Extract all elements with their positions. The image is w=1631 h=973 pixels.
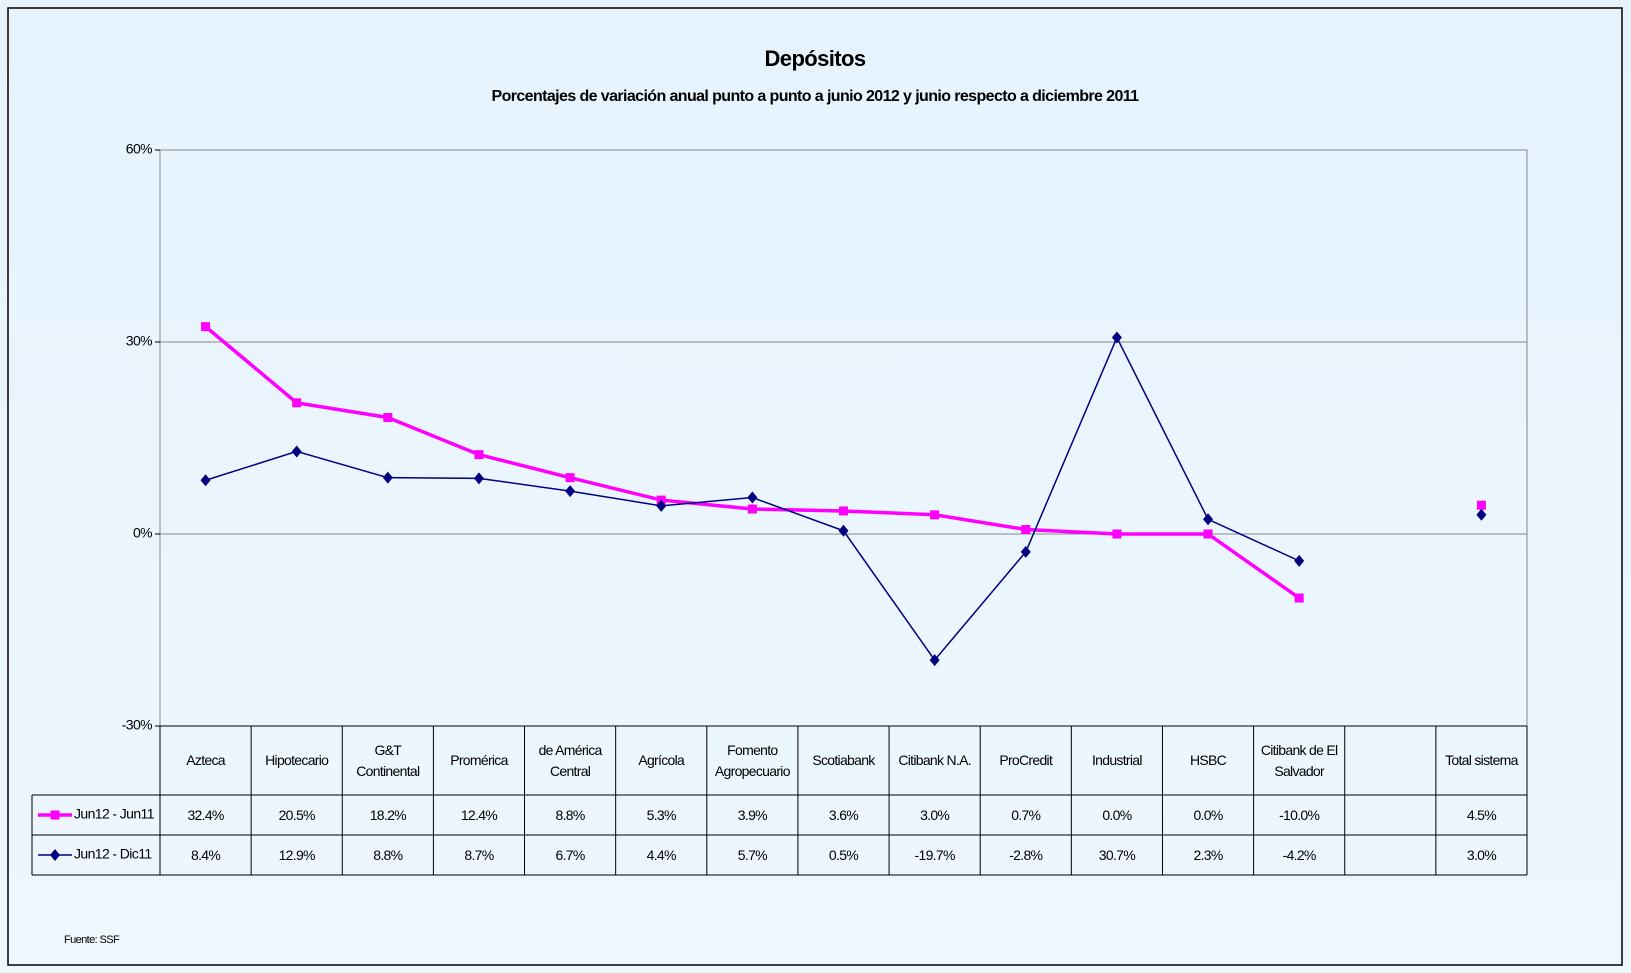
category-label: Citibank N.A. [898,752,971,769]
y-tick-label: 0% [133,525,152,541]
category-label: de América Central [538,742,603,779]
value-label: 2.3% [1193,846,1223,863]
marker [929,654,940,667]
chart-title: Depósitos [765,46,866,71]
value-label: 18.2% [369,806,407,823]
value-label: 8.7% [464,846,494,863]
marker [50,810,60,820]
marker [1021,525,1031,535]
marker [1476,508,1487,521]
value-label: 20.5% [278,806,316,823]
value-label: -4.2% [1282,846,1317,863]
marker [382,471,393,484]
category-label: HSBC [1189,752,1227,769]
value-label: 12.9% [278,846,316,863]
value-label: 3.0% [920,806,950,823]
marker [201,322,211,332]
value-label: 8.8% [555,806,586,823]
marker [839,506,848,516]
marker [747,491,758,504]
category-label: Hipotecario [265,752,329,769]
marker [838,524,849,537]
marker [565,473,575,483]
marker [292,398,302,408]
category-label: ProCredit [999,752,1053,769]
marker [1294,593,1304,603]
category-label: Agrícola [638,752,685,769]
value-label: 30.7% [1098,846,1136,863]
marker [291,445,302,458]
category-label: Citibank de El Salvador [1260,742,1338,779]
marker [1111,331,1122,344]
marker [747,504,757,514]
value-label: 4.5% [1466,806,1497,823]
marker [656,499,667,512]
y-tick-label: -30% [122,717,152,733]
value-label: 0.7% [1011,806,1041,823]
value-label: 8.8% [373,846,403,863]
category-label: Azteca [186,752,225,769]
marker [930,510,940,520]
marker [1203,513,1214,526]
value-label: 32.4% [187,806,224,823]
value-label: 0.5% [828,846,859,863]
source-note: Fuente: SSF [64,934,120,946]
marker [1476,500,1486,510]
value-label: 3.6% [828,806,859,823]
category-label: G&T Continental [356,742,420,779]
marker [200,474,211,487]
y-tick-label: 60% [126,141,152,157]
marker [1294,554,1305,567]
category-label: Fomento Agropecuario [714,742,791,779]
value-label: -10.0% [1279,806,1320,823]
marker [474,450,484,460]
frame-border [7,7,1623,966]
category-label: Total sistema [1445,752,1518,769]
value-label: 12.4% [460,806,498,823]
y-tick-label: 30% [126,333,152,349]
marker [1203,529,1213,539]
value-label: 0.0% [1102,806,1132,823]
value-label: 3.9% [737,806,768,823]
value-label: -19.7% [914,846,956,863]
legend-label: Jun12 - Jun11 [74,806,155,822]
marker [565,485,576,498]
category-label: Scotiabank [812,752,875,769]
value-label: 8.4% [191,846,221,863]
chart-subtitle: Porcentajes de variación anual punto a p… [492,88,1140,105]
marker [473,472,484,485]
marker [383,413,393,423]
value-label: 0.0% [1193,806,1223,823]
plot-area [159,149,1528,727]
value-label: 3.0% [1466,846,1497,863]
value-label: 5.3% [646,806,677,823]
value-label: 4.4% [646,846,677,863]
marker [1112,529,1122,539]
legend-label: Jun12 - Dic11 [74,846,152,862]
value-label: -2.8% [1009,846,1043,863]
marker [1020,545,1031,558]
value-label: 6.7% [555,846,586,863]
series-line [206,338,1482,661]
marker [50,849,60,861]
category-label: Industrial [1091,752,1143,769]
value-label: 5.7% [737,846,768,863]
category-label: Promérica [450,752,508,769]
